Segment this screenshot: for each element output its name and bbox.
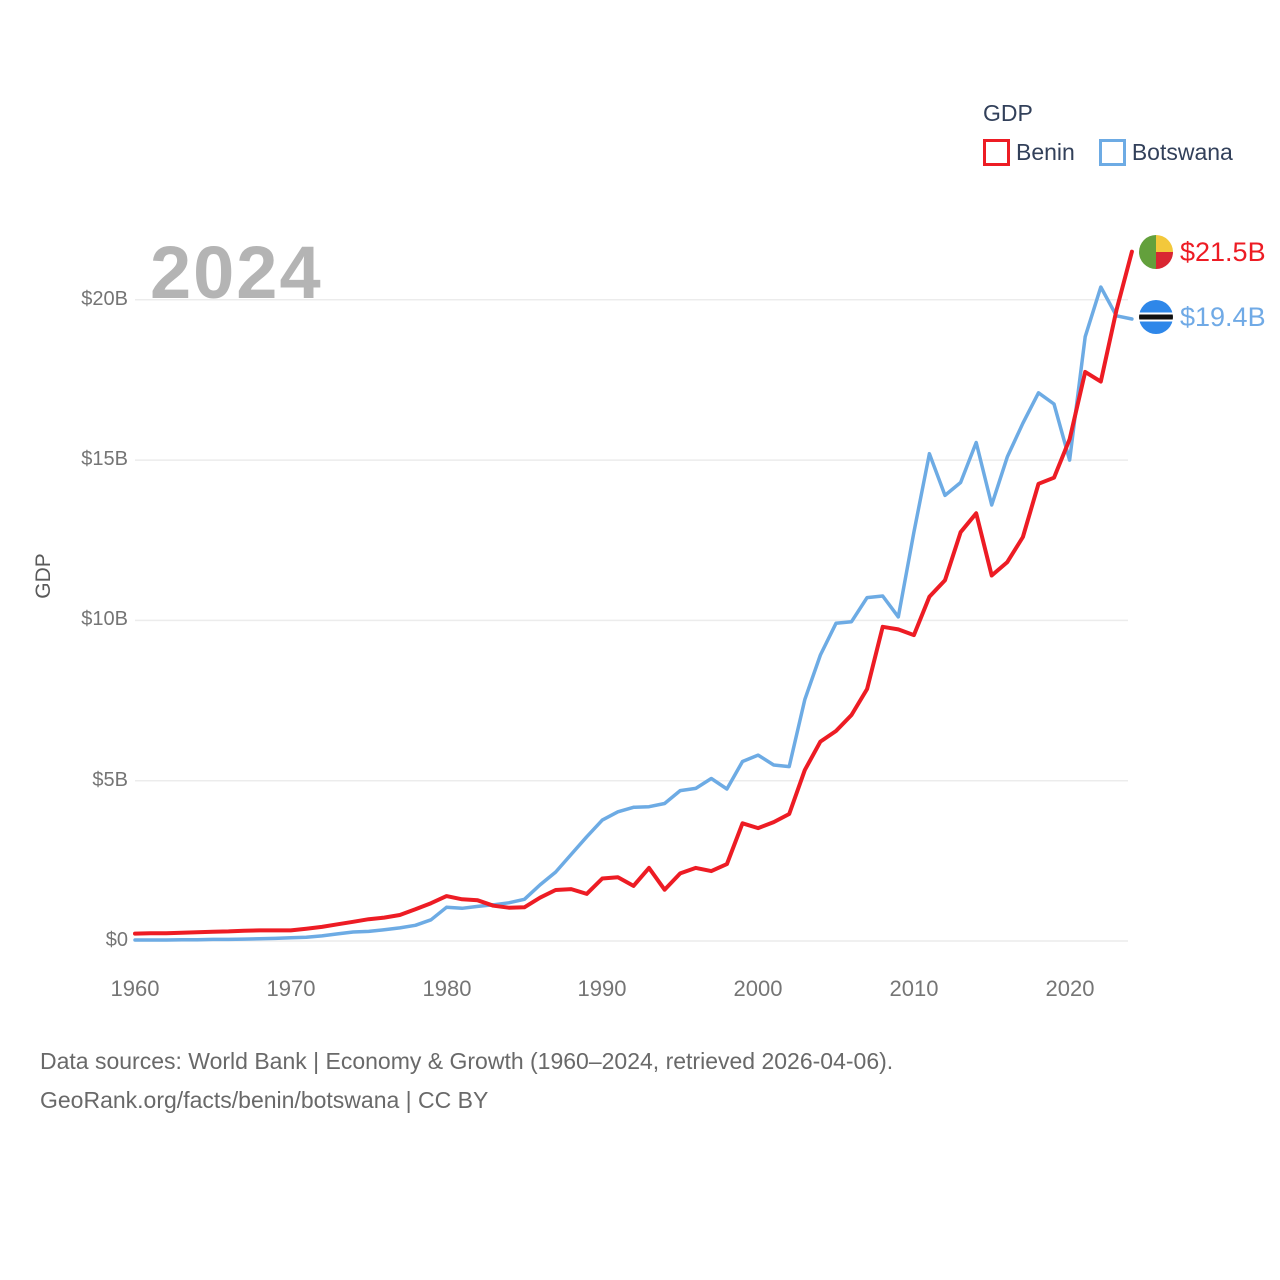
y-tick-20b: $20B xyxy=(81,288,128,310)
legend-item-botswana[interactable]: Botswana xyxy=(1098,139,1233,166)
benin-line[interactable] xyxy=(133,249,1134,936)
legend-label-benin: Benin xyxy=(1016,139,1075,165)
x-tick-1970: 1970 xyxy=(266,976,316,1001)
x-tick-1960: 1960 xyxy=(110,976,160,1001)
data-sources-line: Data sources: World Bank | Economy & Gro… xyxy=(40,1048,894,1074)
attribution-link-line[interactable]: GeoRank.org/facts/benin/botswana | CC BY xyxy=(40,1087,489,1113)
benin-flag-icon xyxy=(1139,235,1173,269)
botswana-swatch-icon xyxy=(1098,139,1126,166)
legend-title: GDP xyxy=(983,100,1033,126)
legend-label-botswana: Botswana xyxy=(1131,139,1233,165)
x-tick-1990: 1990 xyxy=(577,976,627,1001)
botswana-end-label: $19.4B xyxy=(1139,299,1266,335)
botswana-flag-icon xyxy=(1139,300,1173,334)
year-watermark: 2024 xyxy=(150,231,323,314)
y-tick-15b: $15B xyxy=(81,448,128,470)
y-tick-5b: $5B xyxy=(92,769,128,791)
legend-item-benin[interactable]: Benin xyxy=(983,139,1075,166)
botswana-line[interactable] xyxy=(133,285,1134,942)
x-tick-2020: 2020 xyxy=(1045,976,1095,1001)
x-tick-1980: 1980 xyxy=(422,976,472,1001)
x-tick-2000: 2000 xyxy=(733,976,783,1001)
y-tick-10b: $10B xyxy=(81,608,128,630)
benin-swatch-icon xyxy=(983,139,1010,166)
x-tick-2010: 2010 xyxy=(889,976,939,1001)
legend: GDP Benin Botswana xyxy=(983,100,1257,166)
benin-end-label: $21.5B xyxy=(1139,234,1266,270)
y-tick-0: $0 xyxy=(105,929,128,951)
botswana-end-value: $19.4B xyxy=(1180,301,1266,332)
benin-end-value: $21.5B xyxy=(1180,236,1266,267)
